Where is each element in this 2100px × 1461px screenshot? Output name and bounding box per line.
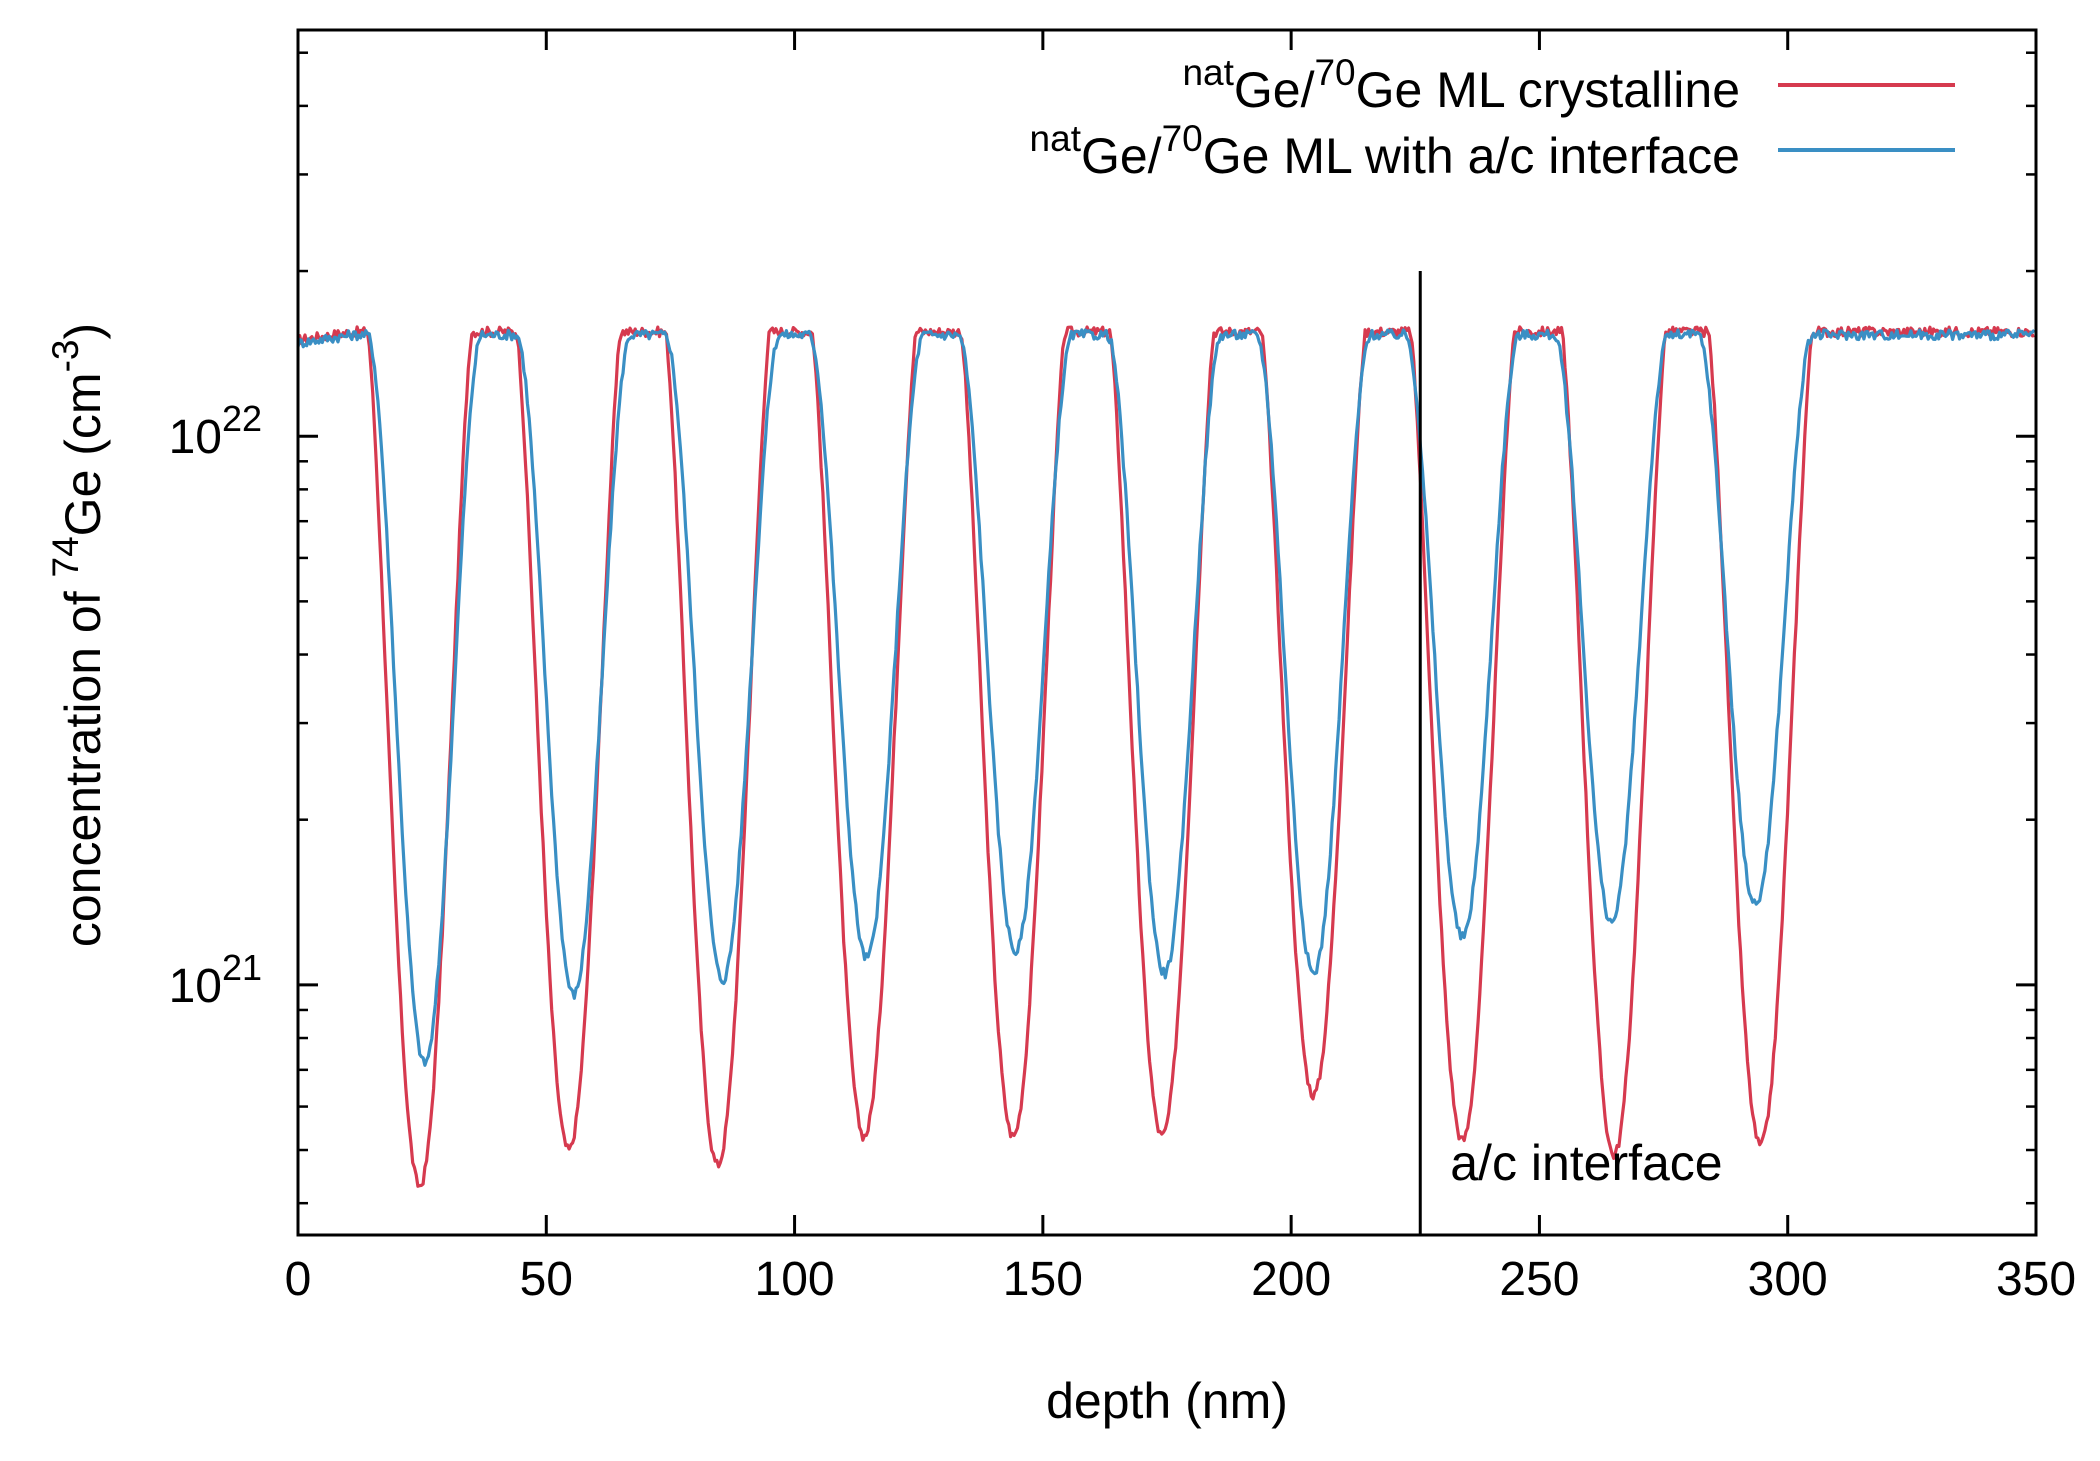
y-axis-label: concentration of 74Ge (cm-3): [45, 323, 111, 947]
series-group: [296, 325, 2036, 1188]
series-line-interface: [296, 328, 2036, 1067]
y-tick-label: 1021: [169, 947, 262, 1013]
series-line-crystalline: [297, 325, 2035, 1188]
x-tick-label: 150: [1003, 1253, 1083, 1306]
x-axis-label: depth (nm): [1046, 1373, 1288, 1429]
x-tick-labels: 0 50 100 150 200 250 300 350: [285, 1253, 2076, 1306]
x-tick-label: 100: [755, 1253, 835, 1306]
y-tick-labels: 1022 1021: [169, 398, 262, 1013]
x-tick-label: 250: [1499, 1253, 1579, 1306]
axis-ticks: [296, 30, 2038, 1235]
x-tick-label: 50: [520, 1253, 573, 1306]
plot-frame: [296, 28, 2038, 1237]
x-tick-label: 300: [1748, 1253, 1828, 1306]
x-tick-label: 200: [1251, 1253, 1331, 1306]
legend: natGe/70Ge ML crystalline natGe/70Ge ML …: [1030, 52, 1955, 184]
interface-annotation-label: a/c interface: [1450, 1135, 1722, 1191]
legend-label-interface: natGe/70Ge ML with a/c interface: [1030, 118, 1740, 184]
y-tick-label: 1022: [169, 398, 262, 464]
x-tick-label: 0: [285, 1253, 312, 1306]
x-tick-label: 350: [1996, 1253, 2076, 1306]
legend-label-crystalline: natGe/70Ge ML crystalline: [1182, 52, 1740, 118]
